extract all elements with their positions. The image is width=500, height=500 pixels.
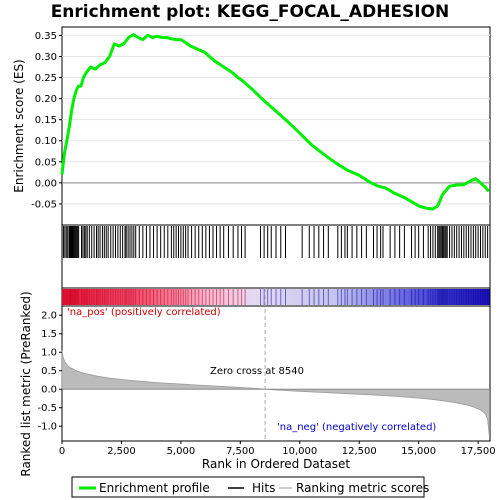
chart-title: Enrichment plot: KEGG_FOCAL_ADHESION [51, 2, 450, 22]
ranking-y-tick-label: -1.0 [37, 422, 57, 433]
rank-heatmap-bar [62, 289, 490, 305]
ranking-y-tick-label: 1.5 [41, 329, 57, 340]
legend-label-ranking: Ranking metric scores [296, 481, 429, 495]
ranking-y-tick-label: 0.0 [41, 385, 57, 396]
hit-markers [62, 226, 489, 258]
legend-label-hits: Hits [252, 481, 275, 495]
ranking-y-tick-label: 2.0 [41, 311, 57, 322]
es-y-tick-label: 0.20 [35, 94, 57, 105]
ranking-y-ticks: -1.0 -0.5 0.0 0.5 1.0 1.5 2.0 [37, 311, 62, 433]
es-y-tick-label: -0.05 [31, 199, 57, 210]
es-y-ticks: -0.05 0.00 0.05 0.10 0.15 0.20 0.25 0.30 0.35 [31, 31, 62, 210]
x-tick-label: 5,000 [167, 446, 196, 457]
es-y-tick-label: 0.30 [35, 52, 57, 63]
es-curve-group [60, 33, 490, 211]
es-y-tick-label: 0.15 [35, 115, 57, 126]
x-tick-label: 17,500 [461, 446, 496, 457]
ranking-y-tick-label: 0.5 [41, 366, 57, 377]
ranking-metric-area [61, 288, 490, 441]
x-tick-label: 7,500 [226, 446, 255, 457]
es-gridlines [62, 34, 490, 205]
legend-label-enrichment: Enrichment profile [99, 481, 210, 495]
ranking-metric-area [61, 350, 490, 438]
enrichment-profile-line [60, 33, 490, 211]
es-y-tick-label: 0.00 [35, 178, 57, 189]
positive-correlation-label: 'na_pos' (positively correlated) [67, 307, 221, 318]
es-y-axis-label: Enrichment score (ES) [12, 59, 26, 192]
x-axis-label: Rank in Ordered Dataset [202, 457, 350, 471]
x-tick-label: 10,000 [282, 446, 317, 457]
x-tick-label: 0 [59, 446, 65, 457]
es-y-tick-label: 0.10 [35, 136, 57, 147]
x-tick-label: 12,500 [342, 446, 377, 457]
es-y-tick-label: 0.05 [35, 157, 57, 168]
es-y-tick-label: 0.25 [35, 73, 57, 84]
x-tick-label: 2,500 [107, 446, 136, 457]
zero-cross-label: Zero cross at 8540 [210, 366, 304, 377]
es-y-tick-label: 0.35 [35, 31, 57, 42]
x-tick-label: 15,000 [401, 446, 436, 457]
ranking-y-tick-label: 1.0 [41, 348, 57, 359]
ranking-y-axis-label: Ranked list metric (PreRanked) [19, 291, 33, 476]
ranking-y-tick-label: -0.5 [37, 403, 57, 414]
x-axis-ticks: 0 2,500 5,000 7,500 10,000 12,500 15,000 17,500 [59, 441, 496, 457]
negative-correlation-label: 'na_neg' (negatively correlated) [277, 422, 436, 433]
legend-box [71, 476, 425, 498]
